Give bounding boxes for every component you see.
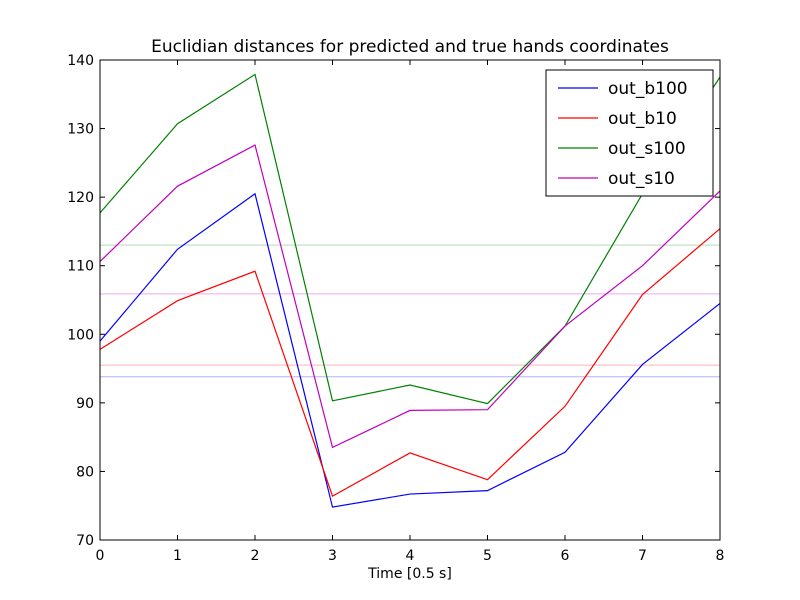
y-tick-label: 140 xyxy=(67,53,94,69)
legend: out_b100 out_b10 out_s100 out_s10 xyxy=(545,69,714,197)
y-tick-label: 130 xyxy=(67,122,94,138)
y-tick-label: 90 xyxy=(76,396,94,412)
x-tick-label: 2 xyxy=(251,548,260,564)
y-tick-label: 110 xyxy=(67,259,94,275)
series-lines xyxy=(99,73,721,508)
x-tick-label: 0 xyxy=(96,548,105,564)
x-tick-label: 3 xyxy=(328,548,337,564)
series-line-out-s10 xyxy=(99,144,721,449)
x-tick-label: 6 xyxy=(561,548,570,564)
x-tick-label: 8 xyxy=(716,548,725,564)
legend-label-out-b100: out_b100 xyxy=(608,79,688,99)
series-line-out-b100 xyxy=(99,192,721,508)
y-tick-label: 70 xyxy=(76,533,94,549)
series-line-out-b10 xyxy=(99,228,721,497)
x-axis-label: Time [0.5 s] xyxy=(367,566,452,582)
y-tick-label: 120 xyxy=(67,190,94,206)
x-tick-label: 1 xyxy=(173,548,182,564)
legend-label-out-b10: out_b10 xyxy=(608,109,677,129)
axis-ticks xyxy=(99,59,721,541)
legend-box xyxy=(545,69,714,197)
x-tick-label: 5 xyxy=(483,548,492,564)
y-tick-label: 100 xyxy=(67,327,94,343)
legend-label-out-s100: out_s100 xyxy=(608,139,686,159)
legend-label-out-s10: out_s10 xyxy=(608,169,675,189)
y-tick-label: 80 xyxy=(76,464,94,480)
series-line-out-s100 xyxy=(99,73,721,405)
x-tick-label: 7 xyxy=(638,548,647,564)
tick-labels: 0 1 2 3 4 5 6 7 8 70 80 90 100 110 120 130 140 xyxy=(67,53,724,564)
x-tick-label: 4 xyxy=(406,548,415,564)
chart-title: Euclidian distances for predicted and tr… xyxy=(151,37,669,57)
reference-lines xyxy=(100,244,720,378)
